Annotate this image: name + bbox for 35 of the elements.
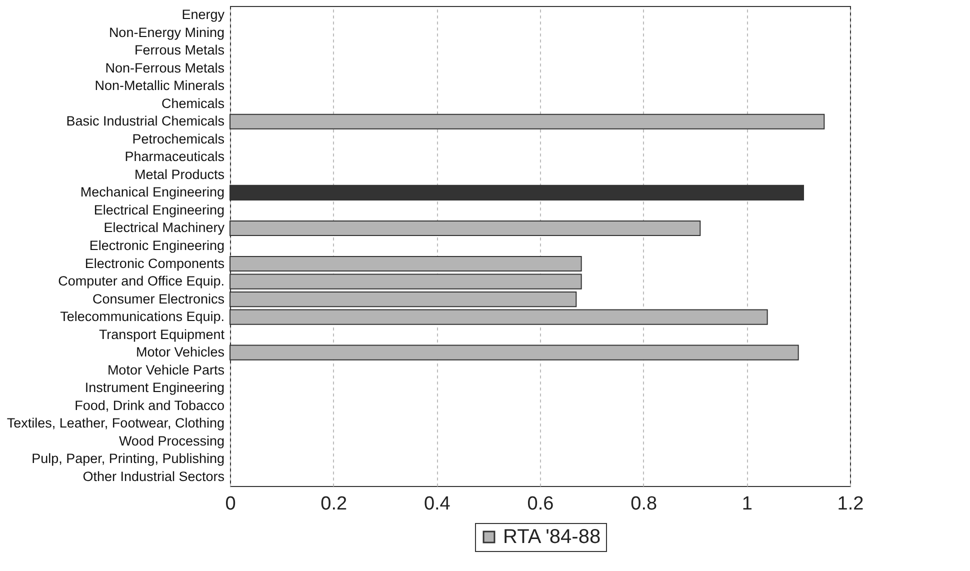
y-tick-label: Energy [182, 7, 225, 22]
y-tick-label: Motor Vehicle Parts [107, 362, 225, 378]
y-tick-label: Food, Drink and Tobacco [74, 398, 224, 413]
x-tick-label: 1 [742, 494, 752, 514]
legend-label: RTA '84-88 [503, 526, 601, 548]
y-tick-label: Ferrous Metals [134, 42, 225, 58]
y-tick-label: Non-Metallic Minerals [94, 78, 225, 94]
y-tick-label: Electrical Machinery [104, 220, 225, 236]
y-tick-label: Electronic Components [84, 256, 225, 271]
y-tick-label: Other Industrial Sectors [82, 468, 225, 484]
x-tick-label: 0.6 [527, 494, 554, 514]
x-tick-label: 0.4 [424, 494, 451, 514]
y-tick-label: Electronic Engineering [89, 238, 224, 253]
y-tick-label: Pharmaceuticals [124, 149, 225, 164]
y-tick-label: Instrument Engineering [84, 380, 224, 396]
x-tick-label: 1.2 [837, 494, 864, 514]
y-tick-label: Telecommunications Equip. [60, 309, 224, 324]
y-tick-label: Mechanical Engineering [80, 184, 224, 200]
y-tick-label: Metal Products [134, 166, 225, 182]
x-tick-label: 0.2 [320, 494, 348, 514]
y-tick-label: Basic Industrial Chemicals [66, 114, 225, 129]
y-tick-label: Motor Vehicles [136, 344, 225, 360]
x-tick-label: 0 [225, 494, 236, 514]
x-tick-label: 0.8 [630, 494, 658, 514]
y-tick-label: Non-Ferrous Metals [105, 60, 225, 76]
y-tick-label: Petrochemicals [132, 131, 225, 146]
y-tick-label: Wood Processing [118, 433, 224, 448]
y-tick-label: Chemicals [161, 96, 225, 111]
y-tick-label: Textiles, Leather, Footwear, Clothing [6, 416, 224, 431]
y-tick-label: Consumer Electronics [92, 291, 225, 306]
y-tick-label: Electrical Engineering [94, 202, 224, 218]
y-tick-label: Pulp, Paper, Printing, Publishing [32, 451, 224, 466]
y-tick-label: Transport Equipment [98, 326, 225, 342]
y-tick-label: Non-Energy Mining [108, 24, 224, 40]
y-tick-label: Computer and Office Equip. [58, 274, 224, 289]
